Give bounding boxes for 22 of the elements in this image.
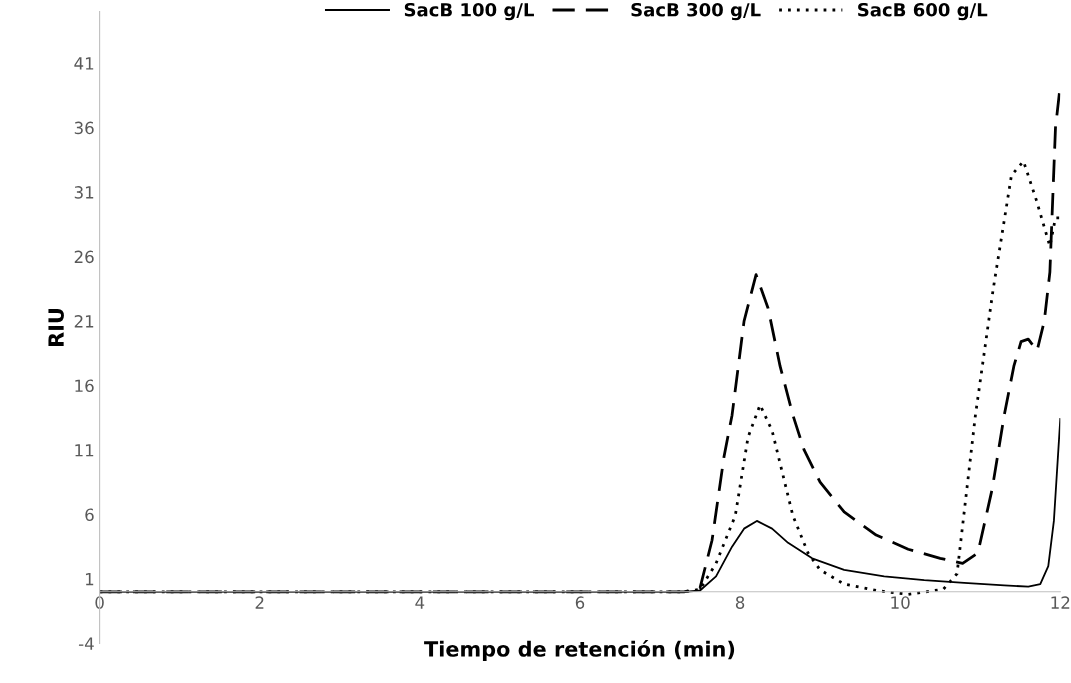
legend-label: SacB 600 g/L <box>858 2 988 21</box>
x-tick-label: 2 <box>255 596 264 609</box>
x-tick-label: 12 <box>1051 596 1070 609</box>
x-axis-title: Tiempo de retención (min) <box>424 639 735 661</box>
y-tick-label: 1 <box>85 573 94 586</box>
legend-label: SacB 100 g/L <box>404 2 534 21</box>
x-tick-label: 10 <box>891 596 910 609</box>
y-tick-label: 26 <box>74 250 94 264</box>
legend-label: SacB 300 g/L <box>631 2 761 21</box>
y-tick-label: 31 <box>74 186 94 199</box>
x-tick-label: 4 <box>415 596 425 609</box>
x-tick-label: 0 <box>95 596 104 609</box>
y-tick-label: -4 <box>78 637 94 650</box>
y-tick-label: 21 <box>74 315 94 328</box>
y-tick-label: 6 <box>85 508 94 522</box>
x-tick-label: 6 <box>575 596 585 609</box>
y-axis-title: RIU <box>48 309 64 346</box>
y-tick-label: 16 <box>75 379 94 393</box>
y-tick-label: 41 <box>74 57 94 70</box>
x-tick-label: 8 <box>735 596 745 609</box>
y-tick-label: 11 <box>75 444 94 457</box>
y-tick-label: 36 <box>74 121 94 135</box>
